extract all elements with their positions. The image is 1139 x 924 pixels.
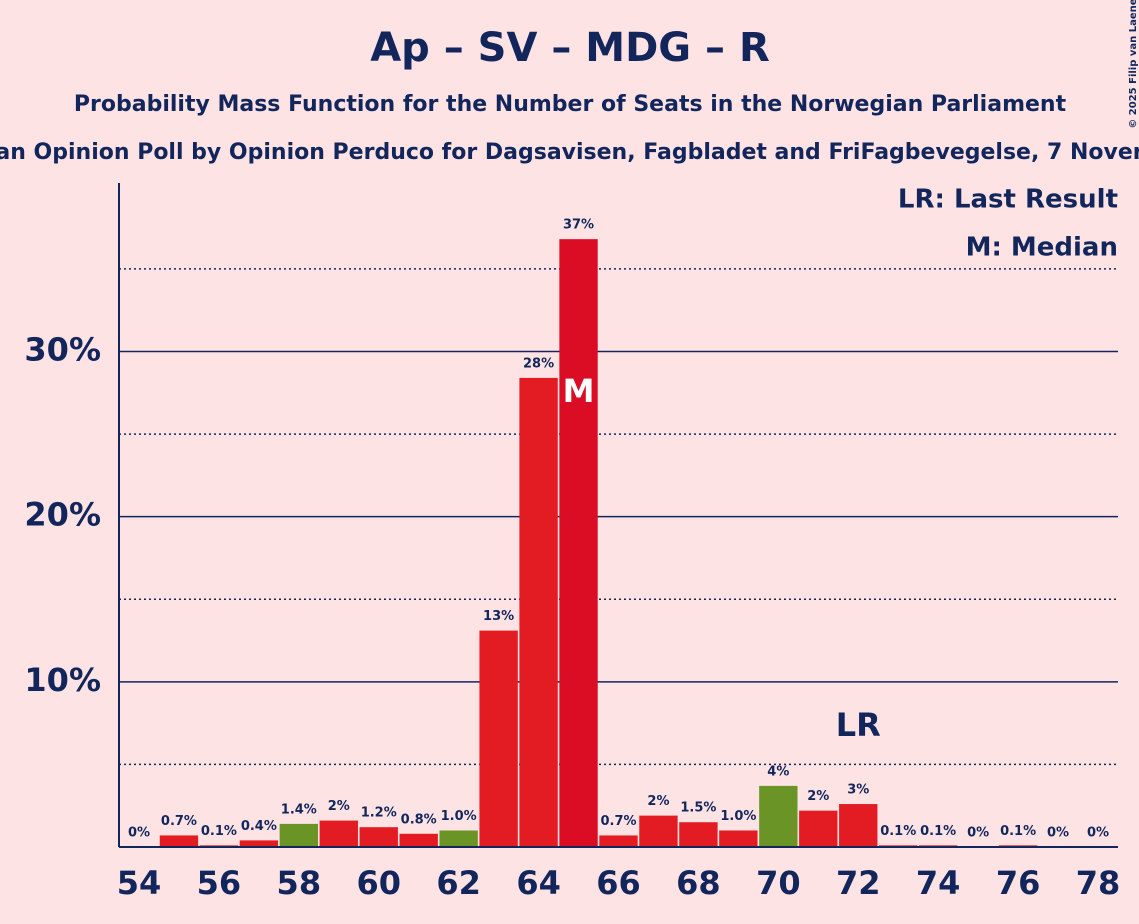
- chart-subtitle: Probability Mass Function for the Number…: [74, 92, 1067, 117]
- bar: [559, 239, 598, 848]
- x-tick-label: 66: [596, 864, 641, 902]
- x-tick-label: 54: [117, 864, 162, 902]
- bar: [639, 815, 678, 847]
- value-label: 0.1%: [880, 824, 916, 839]
- value-label: 2%: [647, 794, 669, 809]
- bar: [759, 785, 798, 847]
- bar: [839, 804, 878, 847]
- value-label: 0.4%: [241, 819, 277, 834]
- x-tick-label: 70: [756, 864, 801, 902]
- x-tick-label: 60: [356, 864, 401, 902]
- value-label: 2%: [807, 789, 829, 804]
- value-label: 0.1%: [1000, 824, 1036, 839]
- x-tick-label: 76: [996, 864, 1041, 902]
- y-tick-label: 30%: [24, 330, 101, 368]
- value-label: 0.7%: [161, 814, 197, 829]
- bar: [159, 835, 199, 847]
- value-label: 0%: [1047, 826, 1069, 841]
- value-label: 1.0%: [441, 809, 477, 824]
- bar: [599, 835, 638, 847]
- value-label: 0%: [967, 826, 989, 841]
- value-label: 2%: [328, 799, 350, 814]
- x-tick-label: 68: [676, 864, 721, 902]
- bar: [399, 833, 438, 847]
- bar: [479, 630, 518, 847]
- value-label: 0.7%: [600, 814, 636, 829]
- value-label: 1.0%: [720, 809, 756, 824]
- legend-note: M: Median: [966, 233, 1118, 263]
- bar: [679, 822, 718, 847]
- value-label: 28%: [523, 356, 554, 371]
- x-tick-label: 72: [836, 864, 881, 902]
- value-label: 1.2%: [361, 806, 397, 821]
- bar: [519, 377, 558, 847]
- value-label: 0.1%: [201, 824, 237, 839]
- value-label: 0.1%: [920, 824, 956, 839]
- bar: [279, 823, 319, 847]
- bar: [719, 830, 758, 847]
- y-tick-label: 20%: [24, 496, 101, 534]
- bar: [359, 827, 398, 847]
- x-tick-label: 78: [1076, 864, 1121, 902]
- x-tick-label: 58: [277, 864, 322, 902]
- bar: [799, 810, 838, 847]
- bar: [239, 840, 279, 847]
- annotation: LR: [836, 706, 881, 744]
- x-tick-label: 74: [916, 864, 961, 902]
- x-tick-label: 64: [516, 864, 561, 902]
- y-tick-label: 10%: [24, 661, 101, 699]
- value-label: 37%: [563, 218, 594, 233]
- x-tick-label: 62: [436, 864, 481, 902]
- value-label: 1.5%: [680, 801, 716, 816]
- annotation: M: [563, 372, 595, 410]
- legend-note: LR: Last Result: [898, 185, 1118, 215]
- chart-title: Ap – SV – MDG – R: [370, 25, 770, 71]
- bar: [319, 820, 358, 847]
- value-label: 0%: [1087, 826, 1109, 841]
- value-label: 13%: [483, 609, 514, 624]
- value-label: 0.8%: [401, 812, 437, 827]
- copyright: © 2025 Filip van Laenen: [1128, 0, 1139, 129]
- value-label: 0%: [128, 826, 150, 841]
- value-label: 3%: [847, 783, 869, 798]
- chart-caption: Based on an Opinion Poll by Opinion Perd…: [0, 140, 1139, 165]
- bar: [439, 830, 478, 847]
- x-tick-label: 56: [197, 864, 242, 902]
- value-label: 4%: [767, 764, 789, 779]
- value-label: 1.4%: [281, 802, 317, 817]
